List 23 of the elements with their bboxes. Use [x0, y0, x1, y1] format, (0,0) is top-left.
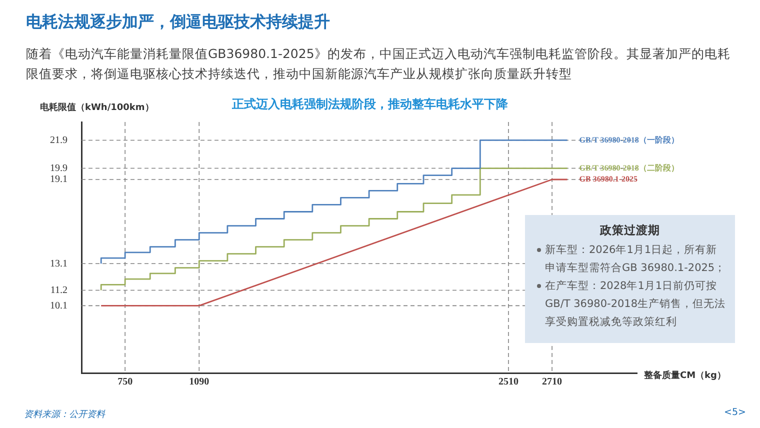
- series-label: GB/T 36980-2018（二阶段）: [579, 163, 679, 172]
- chart-title: 电耗法规逐步加严，倒逼电驱技术持续提升: [26, 12, 330, 33]
- y-tick-label: 19.9: [50, 162, 68, 174]
- text: <5>: [724, 407, 746, 418]
- x-tick-label: 750: [118, 376, 133, 388]
- y-tick-label: 11.2: [50, 284, 68, 296]
- y-tick-label: 21.9: [50, 134, 68, 146]
- series-label: GB 36980.1-2025: [579, 174, 638, 184]
- annotation: 在产车型：2028年1月1日前仍可按GB/T 36980-2018生产销售，但无法享受购置税减免等政策红利: [545, 279, 727, 330]
- text: 正式迈入电耗强制法规阶段，推动整车电耗水平下降: [232, 96, 508, 113]
- annotation: 政策过渡期: [598, 223, 661, 238]
- y-tick-label: 19.1: [50, 174, 68, 186]
- y-tick-label: 10.1: [50, 300, 68, 312]
- annotation: 新车型：2026年1月1日起，所有新申请车型需符合GB 36980.1-2025；: [545, 243, 727, 276]
- x-axis-title: 整备质量CM（kg）: [644, 369, 726, 382]
- series-label: GB/T 36980-2018（一阶段）: [579, 135, 679, 144]
- x-tick-label: 2710: [542, 376, 562, 388]
- y-tick-label: 13.1: [50, 258, 68, 270]
- y-axis-title: 电耗限值（kWh/100km）: [40, 101, 154, 114]
- text: 资料来源：公开资料: [24, 408, 105, 421]
- x-tick-label: 1090: [189, 376, 210, 388]
- x-tick-label: 2510: [498, 376, 518, 388]
- chart-subtitle: 随着《电动汽车能量消耗量限值GB36980.1-2025》的发布，中国正式迈入电动汽车强制电耗监管阶段。其显著加严的电耗限值要求，将倒逼电驱核心技术持续迭代，推动中国新能源汽车产业从规模扩张向质量跃升转型: [26, 45, 732, 83]
